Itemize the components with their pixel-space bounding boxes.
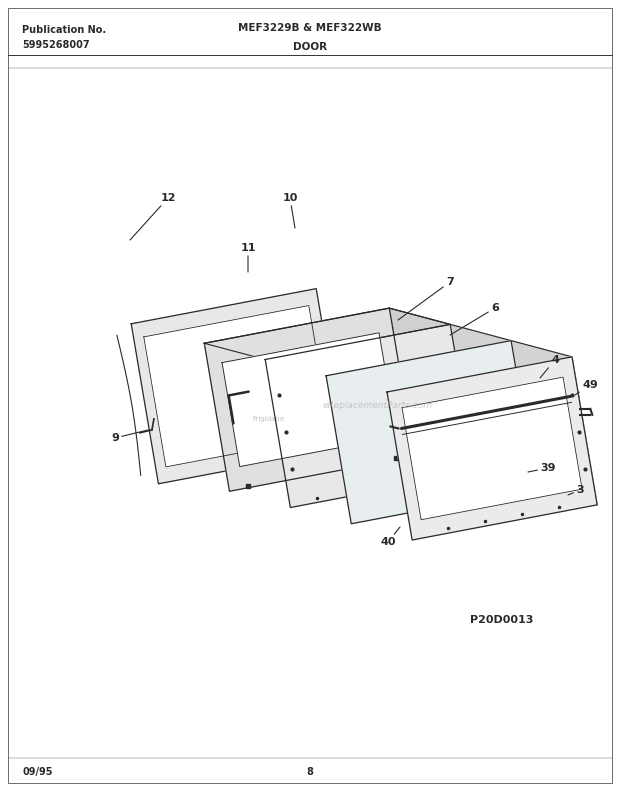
Polygon shape	[205, 308, 450, 360]
Text: Frigidaire: Frigidaire	[252, 416, 285, 422]
Text: DOOR: DOOR	[293, 42, 327, 52]
Text: 3: 3	[568, 485, 584, 495]
Polygon shape	[326, 341, 536, 524]
Text: 9: 9	[111, 430, 148, 443]
Text: 6: 6	[450, 303, 499, 335]
Text: P20D0013: P20D0013	[470, 615, 533, 625]
Text: 7: 7	[398, 277, 454, 320]
Text: 39: 39	[528, 463, 556, 473]
Text: 40: 40	[380, 527, 400, 547]
Polygon shape	[387, 357, 597, 540]
Polygon shape	[222, 333, 397, 467]
Text: 5995268007: 5995268007	[22, 40, 90, 50]
Text: Publication No.: Publication No.	[22, 25, 106, 35]
Text: 8: 8	[306, 767, 314, 777]
Text: 09/95: 09/95	[22, 767, 53, 777]
Text: eReplacementParts.com: eReplacementParts.com	[322, 402, 433, 411]
Polygon shape	[402, 377, 582, 520]
Text: 4: 4	[540, 355, 559, 378]
Text: 10: 10	[282, 193, 298, 228]
Text: 49: 49	[575, 380, 598, 395]
Polygon shape	[131, 289, 343, 484]
Text: MEF3229B & MEF322WB: MEF3229B & MEF322WB	[238, 23, 382, 33]
Polygon shape	[205, 308, 414, 491]
Polygon shape	[144, 305, 331, 467]
Text: 12: 12	[130, 193, 175, 240]
Polygon shape	[389, 308, 597, 505]
Polygon shape	[265, 324, 476, 508]
Text: 11: 11	[240, 243, 255, 272]
